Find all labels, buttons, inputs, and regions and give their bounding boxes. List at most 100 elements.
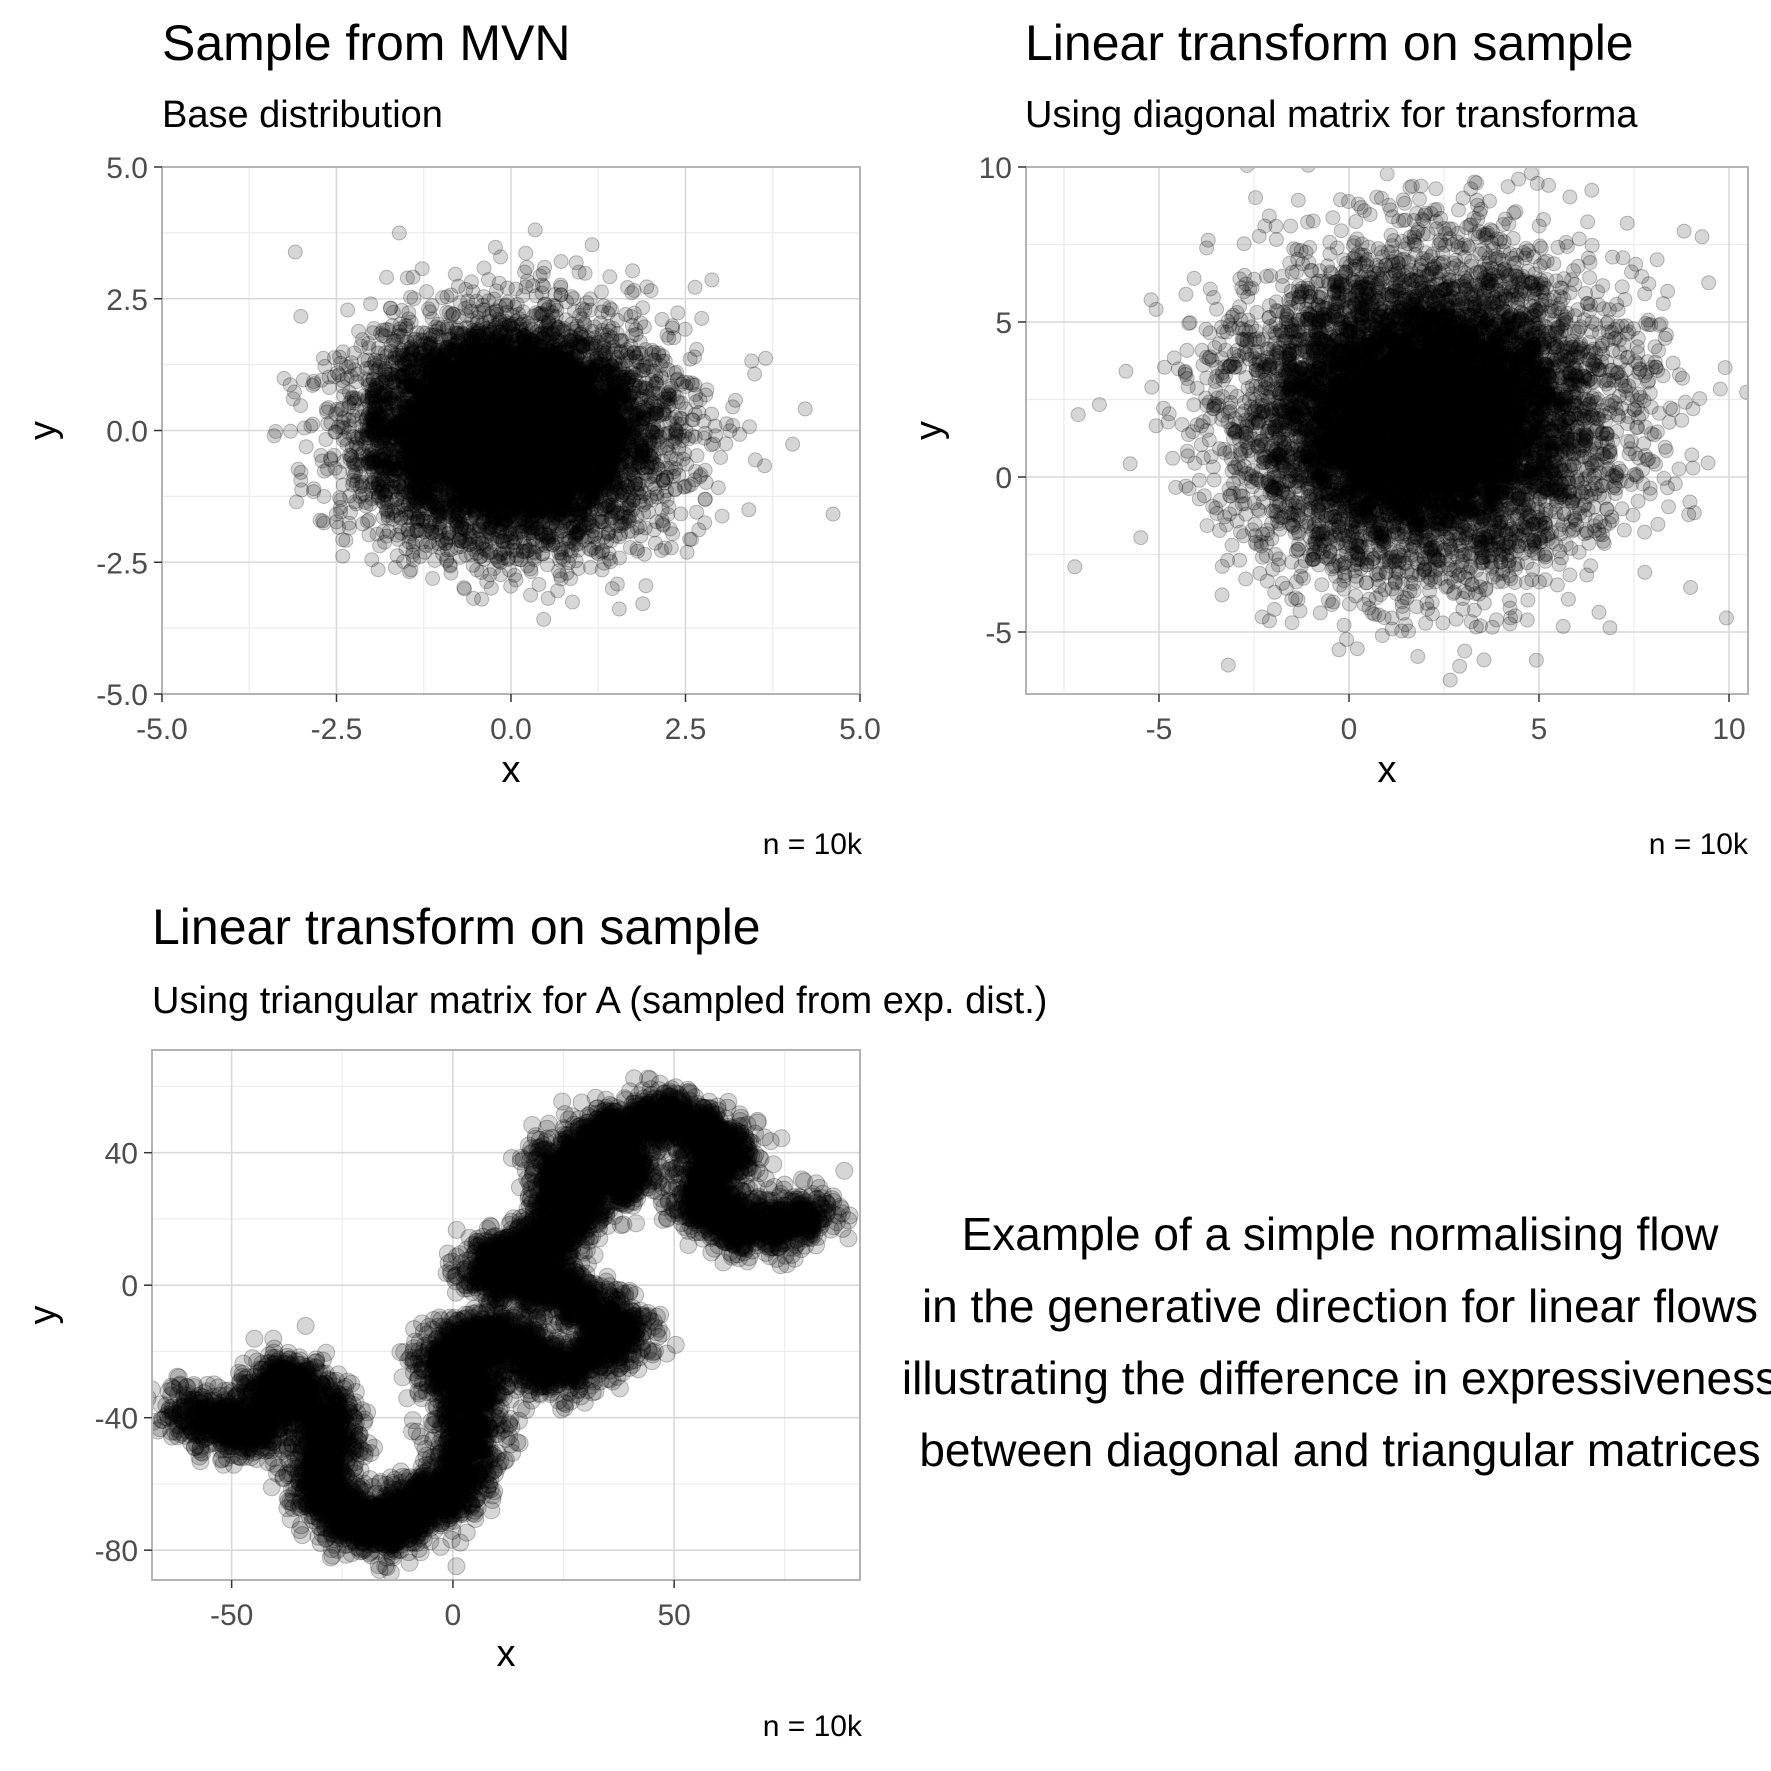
data-point — [453, 389, 469, 405]
data-point — [543, 459, 559, 475]
data-point — [452, 377, 468, 393]
data-point — [453, 424, 468, 440]
data-point — [548, 414, 564, 430]
data-point — [512, 453, 528, 469]
data-point — [435, 367, 451, 383]
data-point — [578, 453, 594, 469]
data-point — [436, 468, 452, 483]
data-point — [509, 389, 525, 404]
data-point — [604, 423, 620, 439]
data-point — [526, 544, 542, 560]
data-point — [625, 421, 641, 436]
data-point — [535, 307, 551, 322]
data-point — [452, 381, 468, 397]
data-point — [450, 466, 466, 482]
data-point — [358, 436, 373, 451]
data-point — [455, 447, 470, 463]
data-point — [456, 440, 472, 456]
data-point — [535, 389, 550, 405]
data-point — [485, 372, 501, 388]
data-point — [527, 458, 543, 473]
data-point — [427, 415, 443, 431]
data-point — [442, 461, 458, 476]
data-point — [427, 552, 443, 568]
data-point — [346, 468, 362, 484]
data-point — [507, 427, 523, 443]
data-point — [306, 376, 322, 392]
data-point — [514, 509, 530, 525]
data-point — [533, 493, 549, 509]
data-point — [475, 514, 491, 530]
data-point — [504, 362, 520, 378]
data-point — [427, 447, 443, 462]
data-point — [493, 432, 509, 448]
data-point — [460, 338, 476, 354]
data-point — [457, 456, 473, 471]
data-point — [541, 445, 556, 461]
data-point — [565, 431, 581, 447]
data-point — [413, 411, 428, 426]
data-point — [530, 366, 546, 382]
data-point — [479, 415, 495, 431]
data-point — [380, 401, 396, 416]
data-point — [464, 468, 479, 484]
data-point — [464, 449, 480, 465]
data-point — [469, 325, 485, 341]
data-point — [541, 417, 557, 432]
data-point — [422, 360, 438, 376]
data-point — [448, 513, 464, 529]
data-point — [443, 492, 459, 507]
data-point — [540, 439, 556, 454]
data-point — [531, 418, 547, 434]
data-point — [542, 433, 558, 449]
data-point — [520, 411, 536, 426]
data-point — [327, 460, 343, 476]
data-point — [556, 372, 572, 388]
data-point — [549, 440, 565, 456]
data-point — [573, 367, 589, 383]
data-point — [519, 489, 535, 504]
data-point — [430, 344, 446, 360]
data-point — [444, 467, 460, 483]
data-point — [528, 381, 544, 397]
data-point — [349, 456, 365, 472]
data-point — [422, 497, 437, 512]
data-point — [459, 412, 475, 428]
data-point — [499, 489, 515, 505]
data-point — [600, 474, 616, 490]
data-point — [331, 419, 346, 435]
data-point — [451, 367, 467, 383]
data-point — [539, 466, 555, 482]
data-point — [544, 439, 560, 455]
data-point — [473, 442, 488, 458]
data-point — [459, 494, 474, 510]
data-point — [522, 473, 538, 489]
data-point — [439, 419, 455, 435]
data-point — [505, 327, 521, 343]
panel1-title: Sample from MVN — [162, 14, 570, 72]
data-point — [506, 406, 522, 422]
data-point — [593, 284, 609, 300]
data-point — [484, 355, 500, 371]
data-point — [476, 382, 492, 398]
data-point — [345, 464, 361, 480]
data-point — [656, 488, 672, 504]
data-point — [517, 376, 533, 392]
data-point — [485, 437, 500, 453]
data-point — [573, 452, 589, 468]
data-point — [551, 377, 567, 393]
data-point — [487, 379, 503, 395]
data-point — [457, 420, 473, 436]
data-point — [581, 406, 597, 422]
data-point — [514, 462, 530, 478]
data-point — [530, 460, 546, 476]
data-point — [598, 387, 613, 403]
data-point — [487, 422, 503, 438]
data-point — [448, 503, 464, 519]
data-point — [576, 467, 592, 483]
data-point — [403, 377, 419, 393]
data-point — [547, 436, 563, 452]
data-point — [588, 467, 604, 483]
data-point — [587, 471, 603, 487]
data-point — [483, 452, 499, 468]
